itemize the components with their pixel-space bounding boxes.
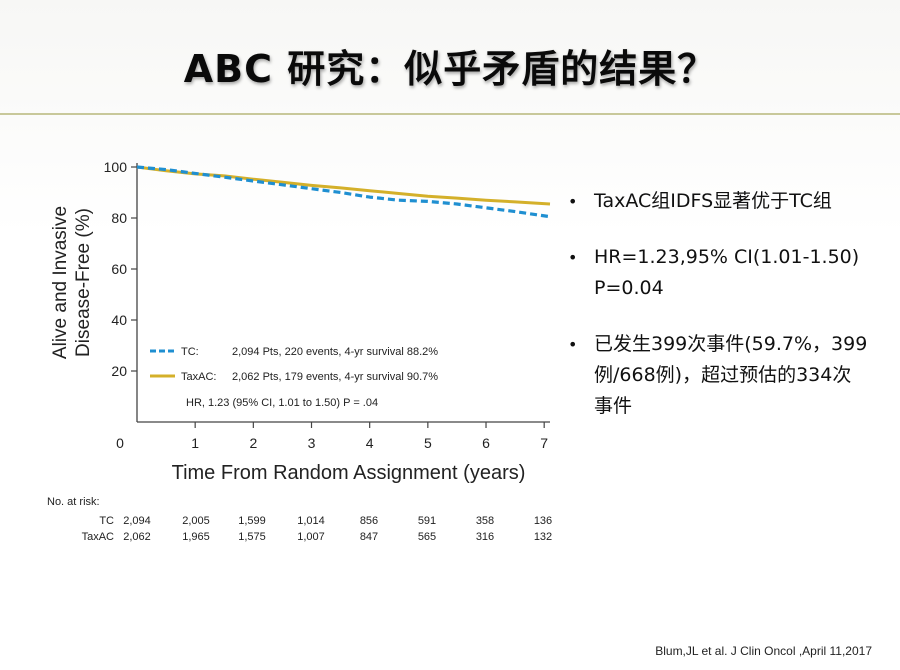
x-tick-label: 5	[424, 435, 432, 451]
y-tick-label: 20	[111, 363, 127, 379]
bullet-marker: •	[568, 192, 578, 211]
bullet-text: 已发生399次事件(59.7%，399例/668例)，超过预估的334次事件	[594, 333, 868, 417]
risk-table-cell: 1,014	[297, 515, 325, 527]
risk-table-cell: 1,575	[238, 531, 266, 543]
bullet-text: TaxAC组IDFS显著优于TC组	[594, 190, 832, 212]
y-tick-label: 40	[111, 312, 127, 328]
x-tick-label: 7	[540, 435, 548, 451]
bullet-item: • TaxAC组IDFS显著优于TC组	[568, 186, 868, 217]
slide-title: ABC 研究：似乎矛盾的结果？	[183, 47, 717, 91]
risk-table-cell: 136	[534, 515, 552, 527]
x-tick-label: 0	[116, 435, 124, 451]
bullet-marker: •	[568, 335, 578, 354]
hazard-ratio-text: HR, 1.23 (95% CI, 1.01 to 1.50) P = .04	[186, 397, 378, 409]
series-line-tc	[136, 165, 551, 219]
risk-table-cell: 1,599	[238, 515, 266, 527]
risk-table-header: No. at risk:	[47, 496, 100, 508]
risk-row-label: TaxAC	[82, 531, 114, 543]
risk-row-label: TC	[99, 515, 114, 527]
x-tick-label: 1	[191, 435, 199, 451]
citation: Blum,JL et al. J Clin Oncol ,April 11,20…	[655, 644, 872, 658]
risk-table-cell: 856	[360, 515, 378, 527]
bullet-list: • TaxAC组IDFS显著优于TC组 • HR=1.23,95% CI(1.0…	[568, 186, 868, 447]
bullet-marker: •	[568, 248, 578, 267]
y-tick-label: 100	[104, 159, 128, 175]
risk-table-cell: 2,062	[123, 531, 151, 543]
x-tick-label: 6	[482, 435, 490, 451]
risk-table-cell: 565	[418, 531, 436, 543]
km-survival-chart: 20 40 60 80 100 0 1 2 3 4 5 6 7 Time From Random Assi…	[47, 159, 552, 543]
y-axis-title: Disease-Free (%)	[73, 208, 94, 357]
risk-table-cell: 1,007	[297, 531, 325, 543]
y-axis-title: Alive and Invasive	[50, 206, 71, 359]
legend-text: 2,094 Pts, 220 events, 4-yr survival 88.…	[232, 346, 438, 358]
risk-table-cell: 591	[418, 515, 436, 527]
y-tick-label: 80	[111, 210, 127, 226]
risk-table-cell: 358	[476, 515, 494, 527]
y-tick-label: 60	[111, 261, 127, 277]
bullet-text: HR=1.23,95% CI(1.01-1.50) P=0.04	[594, 246, 860, 299]
bullet-item: • HR=1.23,95% CI(1.01-1.50) P=0.04	[568, 242, 868, 304]
risk-table-cell: 132	[534, 531, 552, 543]
risk-table-cell: 1,965	[182, 531, 210, 543]
risk-table-cell: 2,005	[182, 515, 210, 527]
x-tick-label: 4	[366, 435, 374, 451]
legend-label: TC:	[181, 346, 199, 358]
x-tick-label: 3	[308, 435, 316, 451]
x-axis-title: Time From Random Assignment (years)	[172, 462, 526, 484]
series-line-taxac	[136, 165, 551, 206]
legend-text: 2,062 Pts, 179 events, 4-yr survival 90.…	[232, 371, 438, 383]
x-tick-label: 2	[249, 435, 257, 451]
legend-label: TaxAC:	[181, 371, 216, 383]
bullet-item: • 已发生399次事件(59.7%，399例/668例)，超过预估的334次事件	[568, 329, 868, 422]
risk-table-cell: 316	[476, 531, 494, 543]
risk-table-cell: 2,094	[123, 515, 151, 527]
title-divider	[0, 113, 900, 115]
risk-table-cell: 847	[360, 531, 378, 543]
